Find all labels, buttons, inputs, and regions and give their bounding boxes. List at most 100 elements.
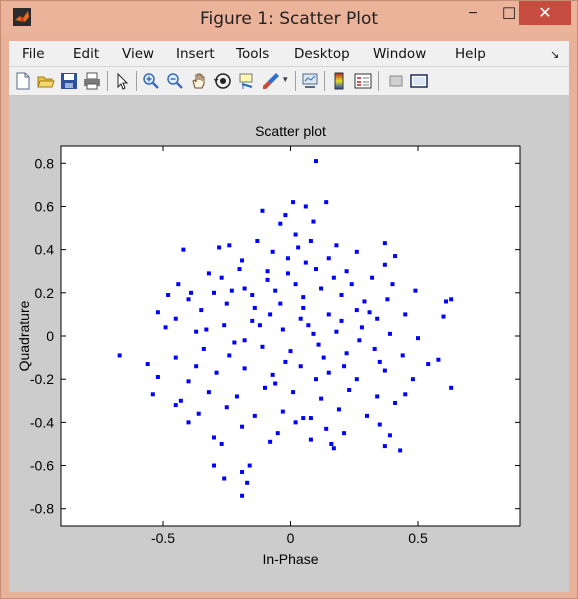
scatter-point: [186, 420, 191, 425]
scatter-point: [387, 331, 392, 336]
scatter-point: [403, 312, 408, 317]
window-title: Figure 1: Scatter Plot: [199, 9, 379, 29]
scatter-point: [217, 245, 222, 250]
scatter-point: [308, 416, 313, 421]
scatter-point: [268, 312, 273, 317]
scatter-point: [377, 359, 382, 364]
scatter-point: [301, 305, 306, 310]
y-tick-label: 0.6: [35, 198, 55, 214]
menu-window[interactable]: Window: [373, 46, 427, 62]
save-icon[interactable]: [60, 72, 78, 90]
scatter-point: [173, 403, 178, 408]
open-file-icon[interactable]: [37, 72, 55, 90]
scatter-point: [319, 396, 324, 401]
scatter-point: [324, 200, 329, 205]
scatter-point: [222, 323, 227, 328]
colorbar-icon[interactable]: [330, 72, 348, 90]
scatter-point: [293, 420, 298, 425]
scatter-point: [298, 364, 303, 369]
scatter-point: [326, 370, 331, 375]
menu-help[interactable]: Help: [455, 46, 486, 62]
print-icon[interactable]: [83, 72, 101, 90]
scatter-plot[interactable]: -0.5 0 0.5 -0.8 -0.6 -0.4 -0.2 0 0.2 0.4 0.6 0.8 Sc…: [9, 96, 569, 592]
scatter-point: [280, 327, 285, 332]
scatter-point: [212, 463, 216, 468]
menu-file[interactable]: File: [22, 46, 45, 62]
scatter-point: [250, 292, 255, 297]
scatter-point: [314, 267, 318, 272]
brush-dropdown-arrow-icon[interactable]: ▾: [283, 74, 288, 84]
pan-hand-icon[interactable]: [190, 72, 208, 90]
new-figure-icon[interactable]: [14, 72, 32, 90]
scatter-point: [357, 338, 362, 343]
scatter-point: [181, 247, 186, 252]
scatter-point: [403, 392, 408, 397]
scatter-point: [372, 346, 377, 351]
menu-tools[interactable]: Tools: [236, 46, 270, 62]
scatter-point: [375, 316, 380, 321]
menu-dock-arrow-icon[interactable]: ↘: [550, 48, 560, 61]
scatter-point: [293, 282, 298, 287]
scatter-point: [224, 405, 229, 410]
scatter-point: [347, 387, 352, 392]
scatter-point: [240, 258, 245, 263]
scatter-point: [273, 288, 278, 293]
scatter-point: [393, 400, 398, 405]
scatter-point: [382, 444, 387, 449]
scatter-point: [255, 239, 260, 243]
scatter-point: [242, 366, 247, 371]
maximize-button[interactable]: ☐: [501, 6, 517, 23]
brush-icon[interactable]: [262, 72, 280, 90]
scatter-point: [260, 344, 265, 349]
zoom-out-icon[interactable]: [166, 72, 184, 90]
toolbar-separator: [136, 71, 137, 91]
scatter-point: [199, 308, 204, 313]
scatter-point: [359, 325, 364, 330]
figure-canvas[interactable]: -0.5 0 0.5 -0.8 -0.6 -0.4 -0.2 0 0.2 0.4 0.6 0.8 Sc…: [9, 96, 569, 592]
scatter-point: [234, 394, 239, 399]
scatter-point: [326, 312, 331, 317]
scatter-point: [194, 364, 199, 369]
scatter-point: [186, 379, 191, 384]
scatter-point: [245, 480, 250, 485]
scatter-point: [229, 288, 234, 293]
data-cursor-icon[interactable]: [238, 72, 256, 90]
axes-box[interactable]: [60, 145, 521, 527]
menu-desktop[interactable]: Desktop: [294, 46, 350, 62]
scatter-point: [303, 204, 308, 209]
scatter-point: [219, 441, 224, 446]
show-plot-tools-icon[interactable]: [410, 72, 428, 90]
menu-edit[interactable]: Edit: [73, 46, 100, 62]
scatter-point: [342, 364, 347, 369]
close-button[interactable]: ✕: [519, 1, 571, 25]
scatter-point: [240, 470, 245, 475]
rotate-3d-icon[interactable]: [214, 72, 232, 90]
legend-icon[interactable]: [354, 72, 372, 90]
scatter-point: [204, 327, 209, 332]
toolbar-separator: [295, 71, 296, 91]
x-tick-label: 0.5: [408, 530, 428, 546]
minimize-button[interactable]: −: [468, 5, 478, 22]
scatter-point: [227, 353, 232, 358]
scatter-point: [375, 394, 380, 399]
scatter-point: [189, 290, 194, 295]
menu-bar: File Edit View Insert Tools Desktop Wind…: [9, 41, 569, 67]
scatter-point: [117, 353, 122, 358]
scatter-point: [385, 297, 390, 302]
scatter-point: [219, 275, 224, 280]
scatter-point: [176, 282, 181, 287]
toolbar-separator: [107, 71, 108, 91]
title-bar[interactable]: Figure 1: Scatter Plot − ☐ ✕: [1, 1, 577, 35]
pointer-icon[interactable]: [113, 72, 131, 90]
link-plot-icon[interactable]: [301, 72, 319, 90]
hide-plot-tools-icon[interactable]: [387, 72, 405, 90]
y-tick-label: -0.2: [30, 371, 54, 387]
scatter-point: [370, 275, 375, 280]
scatter-point: [344, 351, 349, 356]
x-tick-label: 0: [287, 530, 295, 546]
zoom-in-icon[interactable]: [142, 72, 160, 90]
scatter-point: [222, 476, 227, 481]
menu-view[interactable]: View: [122, 46, 155, 62]
menu-insert[interactable]: Insert: [176, 46, 215, 62]
